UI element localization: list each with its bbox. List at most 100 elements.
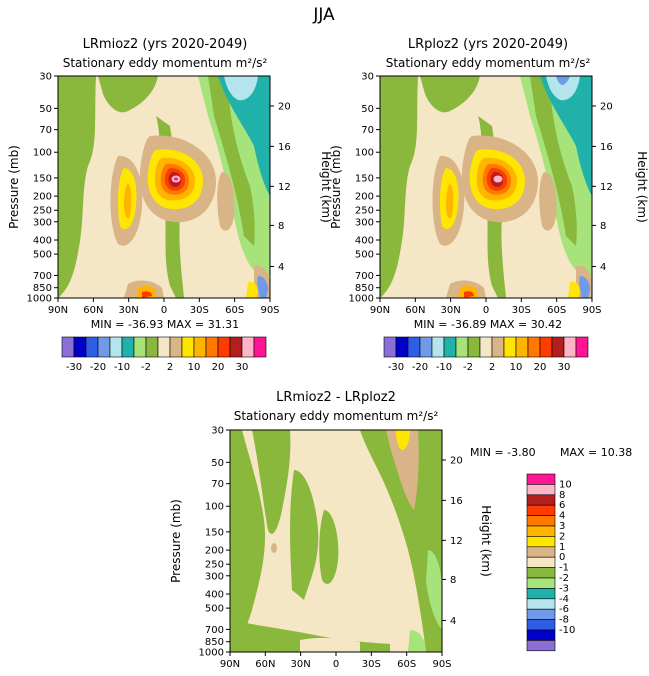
panel-3-tan-spot bbox=[271, 543, 277, 553]
panel-2-colorbar-box bbox=[431, 336, 445, 358]
panel-2-y2-tick-label: 12 bbox=[600, 182, 613, 193]
panel-3: LRmioz2 - LRploz2 Stationary eddy moment… bbox=[169, 390, 632, 670]
panel-1-colorbar-box bbox=[205, 336, 219, 358]
panel-2-y-axis-label: Pressure (mb) bbox=[329, 145, 343, 229]
panel-1-x-tick-label: 30N bbox=[119, 305, 139, 316]
panel-2-colorbar-label: -10 bbox=[436, 362, 452, 373]
panel-1-colorbar-label: -30 bbox=[66, 362, 82, 373]
panel-1-south-blue bbox=[257, 276, 268, 298]
panel-2-y-tick-label: 150 bbox=[355, 173, 374, 184]
panel-1-colorbar-label: 30 bbox=[236, 362, 249, 373]
panel-2-x-tick-label: 60N bbox=[405, 305, 425, 316]
panel-3-y-tick-label: 1000 bbox=[199, 648, 224, 659]
panel-1-y-tick-label: 150 bbox=[33, 173, 52, 184]
panel-2-y2-tick-label: 4 bbox=[600, 262, 606, 273]
panel-3-subtitle: Stationary eddy momentum m²/s² bbox=[234, 409, 439, 423]
panel-3-colorbar-box bbox=[526, 525, 556, 537]
panel-2-y-tick-label: 200 bbox=[355, 192, 374, 203]
panel-2-colorbar-box bbox=[395, 336, 409, 358]
panel-1: LRmioz2 (yrs 2020-2049) Stationary eddy … bbox=[7, 37, 333, 373]
panel-2-tan-right bbox=[539, 172, 557, 231]
panel-3-colorbar-label: 8 bbox=[559, 490, 565, 501]
panel-3-green-west bbox=[230, 430, 266, 652]
panel-3-colorbar-label: -2 bbox=[559, 573, 569, 584]
panel-3-y-tick-label: 50 bbox=[211, 458, 224, 469]
panel-3-y2-tick-label: 8 bbox=[450, 575, 456, 586]
panel-1-colorbar-box bbox=[73, 336, 87, 358]
panel-2-y2-tick-label: 8 bbox=[600, 221, 606, 232]
panel-3-colorbar-box bbox=[526, 598, 556, 610]
panel-3-colorbar-label: 3 bbox=[559, 521, 565, 532]
panel-1-y-tick-label: 70 bbox=[39, 125, 52, 136]
panel-2-y-tick-label: 70 bbox=[361, 125, 374, 136]
panel-1-cyan-core bbox=[224, 76, 258, 101]
panel-3-colorbar-box bbox=[526, 629, 556, 641]
panel-3-colorbar-box bbox=[526, 556, 556, 568]
panel-1-south-yellow bbox=[246, 281, 258, 298]
panel-2-colorbar-box bbox=[407, 336, 421, 358]
panel-2-y-tick-label: 500 bbox=[355, 250, 374, 261]
panel-3-y-axis-label: Pressure (mb) bbox=[169, 499, 183, 583]
panel-2-colorbar: -30 -20 -10 -2 2 10 20 30 bbox=[383, 336, 589, 373]
panel-3-y-tick-label: 850 bbox=[205, 637, 224, 648]
panel-3-y-tick-label: 150 bbox=[205, 527, 224, 538]
panel-3-colorbar-box bbox=[526, 567, 556, 579]
panel-3-lightgreen-south bbox=[408, 630, 426, 652]
panel-1-x-tick-label: 90S bbox=[260, 305, 279, 316]
panel-1-y2-tick-label: 20 bbox=[278, 101, 291, 112]
panel-1-y-tick-label: 200 bbox=[33, 192, 52, 203]
panel-3-x-tick-label: 30S bbox=[362, 659, 381, 670]
panel-2-colorbar-box bbox=[503, 336, 517, 358]
panel-2-colorbar-box bbox=[551, 336, 565, 358]
panel-3-y-tick-label: 700 bbox=[205, 625, 224, 636]
panel-1-green-band-north bbox=[98, 76, 158, 113]
panel-2-x-tick-label: 60S bbox=[547, 305, 566, 316]
panel-3-colorbar-box bbox=[526, 577, 556, 589]
panel-2-x-tick-label: 30S bbox=[512, 305, 531, 316]
panel-1-y-tick-label: 50 bbox=[39, 104, 52, 115]
panel-2-x-tick-label: 90N bbox=[370, 305, 390, 316]
panel-3-plot-area bbox=[230, 430, 442, 652]
panel-3-colorbar-box bbox=[526, 484, 556, 496]
panel-1-x-tick-label: 60S bbox=[225, 305, 244, 316]
panel-2-green-band-west bbox=[380, 76, 418, 298]
panel-3-y2-tick-label: 12 bbox=[450, 536, 463, 547]
panel-2-colorbar-box bbox=[467, 336, 481, 358]
panel-3-colorbar-label: -6 bbox=[559, 604, 569, 615]
panel-1-x-tick-label: 90N bbox=[48, 305, 68, 316]
panel-3-x-tick-label: 60N bbox=[255, 659, 275, 670]
panel-1-colorbar-box bbox=[85, 336, 99, 358]
panel-1-stats: MIN = -36.93 MAX = 31.31 bbox=[91, 318, 239, 331]
panel-3-colorbar-label: -4 bbox=[559, 594, 569, 605]
panel-1-colorbar-box bbox=[181, 336, 195, 358]
panel-2-colorbar-box bbox=[455, 336, 469, 358]
panel-2-blue-core bbox=[556, 76, 570, 85]
panel-1-y2-axis-label: Height (km) bbox=[319, 151, 333, 222]
panel-2-colorbar-box bbox=[527, 336, 541, 358]
panel-3-stats-min: MIN = -3.80 bbox=[470, 446, 536, 459]
panel-2-y-tick-label: 100 bbox=[355, 148, 374, 159]
panel-1-darkgreen-band bbox=[208, 76, 255, 246]
panel-3-colorbar-box bbox=[526, 536, 556, 548]
panel-2-x-tick-label: 30N bbox=[441, 305, 461, 316]
panel-2-orange-left bbox=[446, 184, 454, 219]
panel-3-x-tick-label: 30N bbox=[291, 659, 311, 670]
panel-1-orange-left bbox=[124, 184, 132, 219]
panel-1-x-tick-label: 30S bbox=[190, 305, 209, 316]
panel-3-x-tick-label: 60S bbox=[397, 659, 416, 670]
panel-1-surface-red bbox=[142, 291, 152, 298]
panel-3-colorbar-box bbox=[526, 640, 556, 652]
panel-2-y2-tick-label: 16 bbox=[600, 142, 613, 153]
panel-3-colorbar-box bbox=[526, 515, 556, 527]
panel-2-colorbar-label: -30 bbox=[388, 362, 404, 373]
panel-2-south-blue bbox=[579, 276, 590, 298]
panel-3-y-tick-label: 500 bbox=[205, 604, 224, 615]
panel-3-colorbar-box bbox=[526, 504, 556, 516]
panel-3-stats-max: MAX = 10.38 bbox=[560, 446, 632, 459]
panel-2-surface-red bbox=[464, 291, 474, 298]
panel-2-y-tick-label: 50 bbox=[361, 104, 374, 115]
panel-1-y2-tick-label: 4 bbox=[278, 262, 284, 273]
panel-2-y-tick-label: 850 bbox=[355, 283, 374, 294]
